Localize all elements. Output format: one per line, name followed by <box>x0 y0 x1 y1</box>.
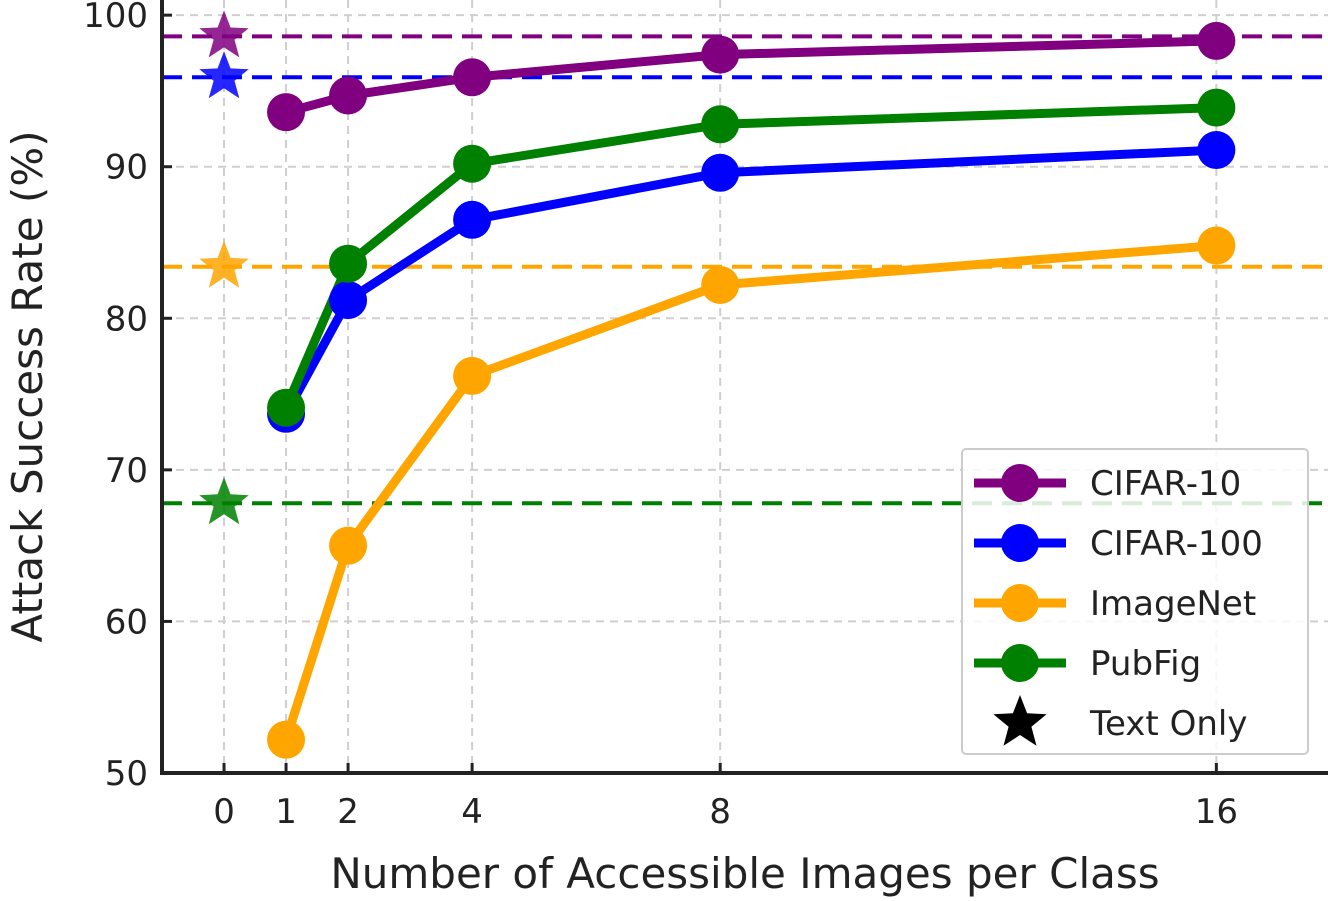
x-tick-label: 0 <box>213 792 235 832</box>
data-point <box>267 720 306 759</box>
data-point <box>453 200 492 239</box>
legend-label: Text Only <box>1089 704 1247 744</box>
legend-marker <box>1001 584 1039 622</box>
data-point <box>1197 88 1236 127</box>
y-tick-label: 100 <box>83 0 148 36</box>
text-only-star <box>199 51 249 99</box>
data-point <box>329 526 368 565</box>
x-tick-label: 4 <box>461 792 483 832</box>
data-point <box>1197 21 1236 60</box>
data-point <box>701 105 740 144</box>
text-only-star <box>199 240 249 288</box>
x-tick-label: 1 <box>275 792 297 832</box>
x-tick-label: 2 <box>337 792 359 832</box>
text-only-star <box>199 10 249 58</box>
data-point <box>267 93 306 132</box>
y-tick-label: 70 <box>105 451 148 491</box>
legend-label: CIFAR-100 <box>1090 524 1263 564</box>
y-tick-label: 90 <box>105 148 148 188</box>
legend-marker <box>1001 464 1039 502</box>
data-point <box>1197 226 1236 265</box>
data-point <box>267 388 306 427</box>
legend-label: CIFAR-10 <box>1090 464 1241 504</box>
data-point <box>329 244 368 283</box>
data-point <box>453 144 492 183</box>
data-point <box>701 153 740 192</box>
data-point <box>329 281 368 320</box>
y-tick-label: 50 <box>105 754 148 794</box>
legend-marker <box>1001 524 1039 562</box>
legend: CIFAR-10 CIFAR-100 ImageNet PubFig Text Only <box>961 448 1309 755</box>
series-markers <box>267 21 1236 759</box>
legend-label: PubFig <box>1090 644 1201 684</box>
data-point <box>329 76 368 115</box>
data-point <box>701 265 740 304</box>
x-tick-label: 8 <box>709 792 731 832</box>
data-point <box>1197 131 1236 170</box>
tick-labels: 0 1 2 4 8 16 50 60 70 80 90 100 <box>83 0 1238 832</box>
text-only-stars <box>199 10 249 525</box>
data-point <box>701 35 740 74</box>
y-tick-label: 60 <box>105 602 148 642</box>
legend-box <box>961 448 1309 755</box>
axes <box>160 0 1328 775</box>
data-point <box>453 58 492 97</box>
data-point <box>453 356 492 395</box>
text-only-star <box>199 477 249 525</box>
y-tick-label: 80 <box>105 299 148 339</box>
legend-marker <box>1001 644 1039 682</box>
legend-star-icon <box>993 695 1047 746</box>
legend-label: ImageNet <box>1090 584 1256 624</box>
y-axis-label: Attack Success Rate (%) <box>3 130 52 642</box>
x-axis-label: Number of Accessible Images per Class <box>330 849 1159 898</box>
x-tick-label: 16 <box>1195 792 1238 832</box>
